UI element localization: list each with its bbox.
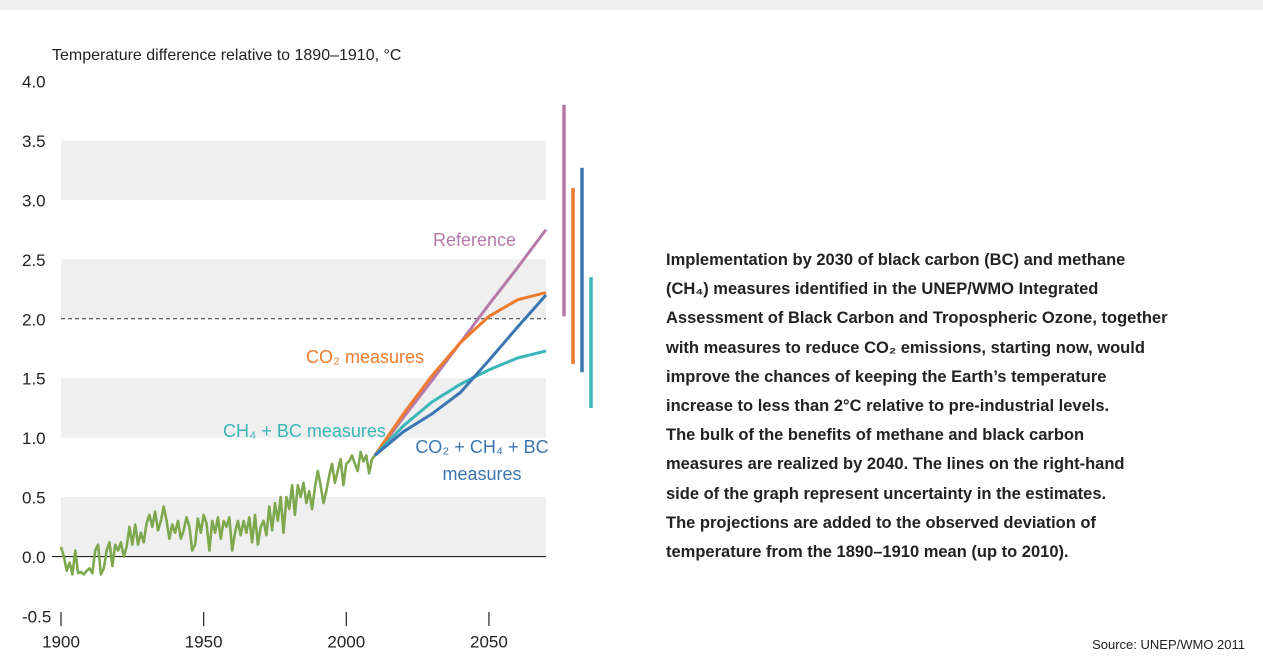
description-line: temperature from the 1890–1910 mean (up … (666, 543, 1069, 562)
description-line: with measures to reduce CO₂ emissions, s… (666, 338, 1145, 357)
series-label: CH₄ + BC measures (223, 421, 386, 441)
projection-line (373, 294, 548, 457)
source: Source: UNEP/WMO 2011 (1092, 637, 1245, 652)
description-line: measures are realized by 2040. The lines… (666, 455, 1125, 474)
observed-line (59, 450, 376, 576)
description: Implementation by 2030 of black carbon (… (666, 246, 1168, 567)
y-tick-label: 3.5 (22, 132, 46, 151)
projection-line (373, 291, 547, 457)
grid-band (61, 259, 546, 319)
x-tick-label: 1900 (42, 632, 80, 651)
y-tick-label: 2.0 (22, 310, 46, 329)
description-line: side of the graph represent uncertainty … (666, 484, 1107, 503)
y-tick-label: 4.0 (22, 72, 46, 91)
x-tick-label: 1950 (185, 632, 223, 651)
description-line: (CH₄) measures identified in the UNEP/WM… (666, 280, 1099, 299)
y-axis-label: Temperature difference relative to 1890–… (52, 47, 402, 64)
y-tick-label: 3.0 (22, 191, 46, 210)
top-bar (0, 0, 1263, 10)
description-line: Implementation by 2030 of black carbon (… (666, 251, 1126, 269)
description-line: The bulk of the benefits of methane and … (666, 426, 1085, 445)
y-tick-label: 0.5 (22, 489, 46, 508)
description-line: Assessment of Black Carbon and Troposphe… (666, 309, 1168, 328)
grid-band (61, 497, 546, 557)
grid-band (61, 140, 546, 200)
x-tick-label: 2000 (327, 632, 365, 651)
series-label: Reference (433, 230, 517, 250)
series-label: CO₂ + CH₄ + BC measures (415, 437, 549, 484)
y-tick-label: 0.0 (22, 548, 46, 567)
x-tick-label: 2050 (470, 632, 508, 651)
description-line: increase to less than 2°C relative to pr… (666, 397, 1110, 416)
description-line: The projections are added to the observe… (666, 513, 1096, 532)
description-line: improve the chances of keeping the Earth… (666, 367, 1107, 386)
y-tick-label: 2.5 (22, 251, 46, 270)
y-tick-label: 1.0 (22, 429, 46, 448)
series-label: CO₂ measures (306, 347, 425, 367)
y-tick-label: 1.5 (22, 370, 46, 389)
projection-line (373, 349, 547, 457)
y-tick-label: -0.5 (22, 607, 51, 626)
